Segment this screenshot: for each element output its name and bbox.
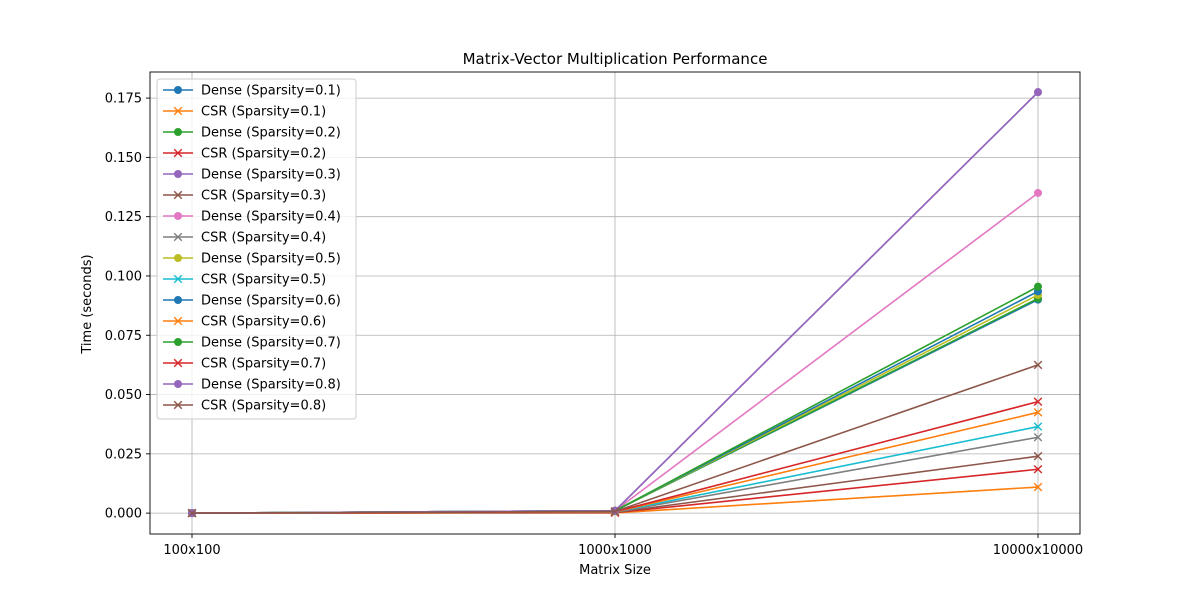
data-point [1033, 451, 1043, 461]
legend-entry: Dense (Sparsity=0.3) [163, 168, 341, 183]
legend-label: CSR (Sparsity=0.2) [201, 147, 326, 162]
legend-label: CSR (Sparsity=0.4) [201, 231, 326, 246]
legend-label: CSR (Sparsity=0.5) [201, 273, 326, 288]
x-axis-label: Matrix Size [579, 563, 651, 578]
legend-label: CSR (Sparsity=0.3) [201, 189, 326, 204]
legend-marker [173, 148, 183, 158]
legend-marker [174, 380, 182, 388]
legend-marker [174, 254, 182, 262]
data-point [1034, 282, 1042, 291]
legend-entry: CSR (Sparsity=0.6) [163, 315, 326, 330]
y-axis-label: Time (seconds) [80, 254, 95, 354]
legend-entry: CSR (Sparsity=0.7) [163, 357, 326, 372]
data-point [1033, 397, 1043, 406]
legend-marker [173, 274, 183, 284]
legend-marker [173, 106, 183, 116]
legend-marker [174, 86, 182, 94]
legend-entry: CSR (Sparsity=0.3) [163, 189, 326, 204]
series-layer [187, 88, 1043, 518]
legend-label: CSR (Sparsity=0.7) [201, 357, 326, 372]
legend-marker [173, 358, 183, 368]
legend-marker [173, 400, 183, 410]
legend-label: Dense (Sparsity=0.8) [201, 378, 341, 393]
legend-label: Dense (Sparsity=0.4) [201, 210, 341, 225]
y-tick-label: 0.125 [105, 210, 142, 225]
y-tick-label: 0.100 [105, 269, 142, 284]
legend-label: Dense (Sparsity=0.3) [201, 168, 341, 183]
legend-entry: Dense (Sparsity=0.2) [163, 126, 341, 141]
legend-label: Dense (Sparsity=0.7) [201, 336, 341, 351]
data-point [1034, 88, 1042, 97]
legend-entry: Dense (Sparsity=0.7) [163, 336, 341, 351]
legend-label: CSR (Sparsity=0.1) [201, 105, 326, 120]
x-tick-label: 1000x1000 [578, 543, 652, 558]
legend-entry: Dense (Sparsity=0.6) [163, 294, 341, 309]
legend-label: Dense (Sparsity=0.5) [201, 252, 341, 267]
legend-marker [174, 170, 182, 178]
legend-entry: Dense (Sparsity=0.8) [163, 378, 341, 393]
data-point [610, 507, 620, 516]
data-point [1033, 408, 1043, 417]
legend-marker [174, 338, 182, 346]
legend: Dense (Sparsity=0.1) CSR (Sparsity=0.1) De… [156, 78, 357, 420]
data-point [1033, 360, 1043, 370]
legend-entry: CSR (Sparsity=0.5) [163, 273, 326, 288]
legend-entry: CSR (Sparsity=0.4) [163, 231, 326, 246]
legend-entry: Dense (Sparsity=0.4) [163, 210, 341, 225]
legend-entry: Dense (Sparsity=0.1) [163, 84, 341, 99]
series-16 [187, 360, 1043, 518]
legend-marker [173, 316, 183, 326]
data-point [1033, 482, 1043, 492]
legend-entry: CSR (Sparsity=0.1) [163, 105, 326, 120]
data-point [1033, 422, 1043, 431]
data-point [187, 508, 197, 518]
legend-marker [174, 212, 182, 220]
axes-layer: 100x100 1000x1000 10000x10000 0.000 0.025 0.0… [105, 71, 1083, 558]
legend-label: CSR (Sparsity=0.8) [201, 399, 326, 414]
legend-label: CSR (Sparsity=0.6) [201, 315, 326, 330]
y-tick-label: 0.050 [105, 388, 142, 403]
legend-marker [173, 232, 183, 242]
legend-label: Dense (Sparsity=0.6) [201, 294, 341, 309]
legend-entry: CSR (Sparsity=0.8) [163, 399, 326, 414]
legend-label: Dense (Sparsity=0.2) [201, 126, 341, 141]
data-point [1034, 188, 1042, 197]
y-tick-label: 0.025 [105, 447, 142, 462]
y-tick-label: 0.000 [105, 507, 142, 522]
chart-title: Matrix-Vector Multiplication Performance [463, 50, 768, 68]
y-tick-label: 0.075 [105, 329, 142, 344]
y-tick-label: 0.150 [105, 151, 142, 166]
x-tick-label: 100x100 [163, 543, 220, 558]
data-point [1033, 464, 1043, 474]
legend-entry: CSR (Sparsity=0.2) [163, 147, 326, 162]
legend-label: Dense (Sparsity=0.1) [201, 84, 341, 99]
legend-box [156, 78, 357, 420]
data-point [1033, 432, 1043, 442]
legend-marker [174, 296, 182, 304]
legend-entry: Dense (Sparsity=0.5) [163, 252, 341, 267]
legend-marker [173, 190, 183, 200]
legend-marker [174, 128, 182, 136]
x-tick-label: 10000x10000 [993, 543, 1083, 558]
y-tick-label: 0.175 [105, 92, 142, 107]
